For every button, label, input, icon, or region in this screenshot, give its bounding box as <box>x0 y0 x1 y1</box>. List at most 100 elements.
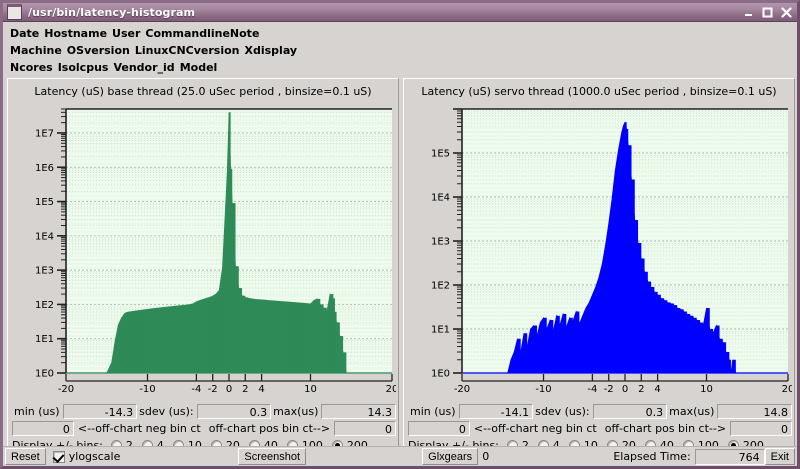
window-buttons <box>743 3 792 22</box>
y-tick-label: 1E3 <box>431 237 450 248</box>
x-tick-label: 0 <box>226 384 232 395</box>
x-tick-label: 4 <box>654 384 660 395</box>
x-tick-label: 10 <box>304 384 317 395</box>
x-tick-label: -10 <box>535 384 551 395</box>
sdev-value-servo[interactable]: 0.3 <box>592 404 668 419</box>
x-tick-label: -4 <box>587 384 597 395</box>
sdev-label-base: sdev (us): <box>139 405 194 418</box>
posbin-value-servo[interactable]: 0 <box>730 421 792 436</box>
x-tick-label: 4 <box>258 384 264 395</box>
screenshot-button[interactable]: Screenshot <box>238 448 307 465</box>
x-tick-label: 20 <box>782 384 792 395</box>
sdev-value-base[interactable]: 0.3 <box>196 404 272 419</box>
min-value-base[interactable]: -14.3 <box>62 404 138 419</box>
negbin-label-servo: <--off-chart neg bin ct <box>473 422 597 435</box>
x-tick-label: -20 <box>58 384 74 395</box>
x-tick-label: 10 <box>700 384 713 395</box>
window-titlebar[interactable]: /usr/bin/latency-histogram <box>3 3 797 22</box>
chart-title-servo-thread: Latency (uS) servo thread (1000.0 uSec p… <box>421 85 777 98</box>
bins-option-label: 2 <box>522 439 529 452</box>
glxgears-value: 0 <box>482 450 490 463</box>
info-user: User <box>112 27 141 40</box>
max-value-servo[interactable]: 14.8 <box>717 404 793 419</box>
histogram-bars <box>111 112 347 373</box>
info-header-line-2: Machine OSversion LinuxCNCversion Xdisplay <box>10 42 790 59</box>
window-title: /usr/bin/latency-histogram <box>28 5 196 19</box>
y-tick-label: 1E4 <box>431 193 450 204</box>
maximize-button[interactable] <box>762 7 773 18</box>
y-tick-label: 1E1 <box>431 325 450 336</box>
info-xdisplay: Xdisplay <box>244 44 298 57</box>
max-label-servo: max(us) <box>669 405 715 418</box>
histogram-bars <box>510 122 736 373</box>
y-tick-label: 1E2 <box>431 281 450 292</box>
reset-button[interactable]: Reset <box>5 448 46 465</box>
bins-option-label: 4 <box>553 439 560 452</box>
y-tick-label: 1E1 <box>35 334 54 345</box>
minimize-button[interactable] <box>743 7 754 18</box>
x-tick-label: 2 <box>638 384 644 395</box>
bins-option-label: 2 <box>126 439 133 452</box>
offchart-row-base-thread: 0 <--off-chart neg bin ct off-chart pos … <box>10 420 396 437</box>
y-tick-label: 1E7 <box>35 128 54 139</box>
elapsed-time-label: Elapsed Time: <box>613 450 691 463</box>
plot-servo-thread: 1E0 1E1 1E2 1E3 1E4 1E5 -20 -10 -4 -2 0 2 4 10 20 <box>406 103 792 403</box>
elapsed-time-value[interactable]: 764 <box>694 448 765 465</box>
x-tick-label: 0 <box>622 384 628 395</box>
glxgears-button[interactable]: Glxgears <box>422 448 479 465</box>
info-hostname: Hostname <box>44 27 108 40</box>
window-icon <box>7 4 22 20</box>
info-header-line-3: Ncores Isolcpus Vendor_id Model <box>10 59 790 76</box>
y-tick-label: 1E3 <box>35 266 54 277</box>
x-tick-label: -4 <box>191 384 201 395</box>
info-vendor-id: Vendor_id <box>113 61 175 74</box>
info-model: Model <box>179 61 218 74</box>
info-ncores: Ncores <box>10 61 53 74</box>
posbin-label-servo: off-chart pos bin ct--> <box>604 422 727 435</box>
posbin-label-base: off-chart pos bin ct--> <box>208 422 331 435</box>
y-tick-label: 1E0 <box>431 369 450 380</box>
x-tick-label: -2 <box>208 384 218 395</box>
x-tick-label: -10 <box>139 384 155 395</box>
info-machine: Machine <box>10 44 62 57</box>
posbin-value-base[interactable]: 0 <box>334 421 396 436</box>
plot-base-thread: 1E0 1E1 1E2 1E3 1E4 1E5 1E6 1E7 -20 -10 -4 -2 0 2 4 10 2… <box>10 103 396 403</box>
y-tick-label: 1E4 <box>35 231 54 242</box>
max-value-base[interactable]: 14.3 <box>321 404 397 419</box>
y-tick-label: 1E2 <box>35 300 54 311</box>
pane-base-thread: Latency (uS) base thread (25.0 uSec peri… <box>7 78 399 455</box>
info-header-line-1: Date Hostname User CommandlineNote <box>10 25 790 42</box>
y-tick-label: 1E0 <box>35 369 54 380</box>
min-value-servo[interactable]: -14.1 <box>458 404 534 419</box>
bottom-toolbar: Reset ylogscale Screenshot Glxgears 0 El… <box>3 446 797 466</box>
close-button[interactable] <box>781 7 792 18</box>
ylogscale-label: ylogscale <box>68 450 121 463</box>
stats-row-servo-thread: min (us) -14.1 sdev (us): 0.3 max(us) 14… <box>406 403 793 420</box>
negbin-value-base[interactable]: 0 <box>12 421 74 436</box>
min-label-servo: min (us) <box>410 405 456 418</box>
checkmark-icon <box>52 450 65 463</box>
x-tick-label: -2 <box>604 384 614 395</box>
negbin-label-base: <--off-chart neg bin ct <box>77 422 201 435</box>
info-isolcpus: Isolcpus <box>57 61 109 74</box>
sdev-label-servo: sdev (us): <box>535 405 590 418</box>
info-commandlinenote: CommandlineNote <box>145 27 260 40</box>
pane-servo-thread: Latency (uS) servo thread (1000.0 uSec p… <box>403 78 795 455</box>
y-tick-label: 1E6 <box>35 163 54 174</box>
x-tick-label: 20 <box>386 384 396 395</box>
info-header: Date Hostname User CommandlineNote Machine O… <box>3 22 797 78</box>
exit-button[interactable]: Exit <box>764 448 795 465</box>
x-tick-label: -20 <box>454 384 470 395</box>
info-date: Date <box>10 27 40 40</box>
client-area: Date Hostname User CommandlineNote Machine O… <box>3 22 797 466</box>
x-tick-label: 2 <box>242 384 248 395</box>
min-label-base: min (us) <box>14 405 60 418</box>
ylogscale-checkbox[interactable]: ylogscale <box>52 450 121 463</box>
chart-title-base-thread: Latency (uS) base thread (25.0 uSec peri… <box>34 85 372 98</box>
negbin-value-servo[interactable]: 0 <box>408 421 470 436</box>
bins-option-label: 4 <box>157 439 164 452</box>
info-osversion: OSversion <box>66 44 130 57</box>
